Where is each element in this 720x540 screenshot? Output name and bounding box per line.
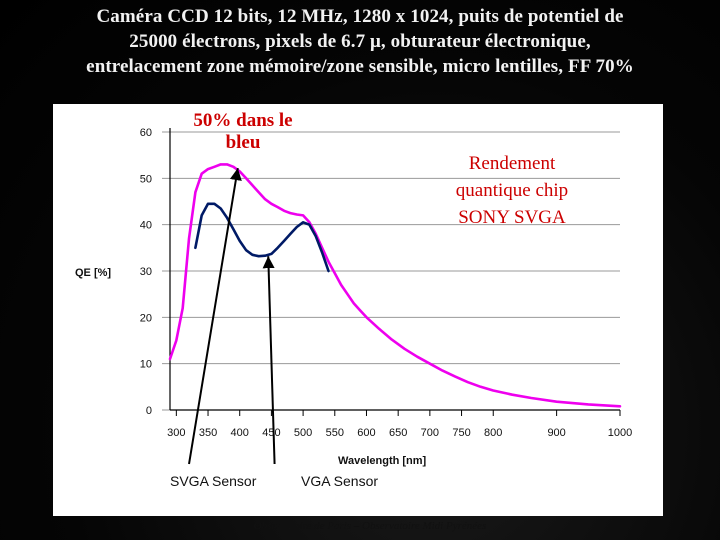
plot-panel: 0 10 20 30 40 50 60 300 350 400 450 500 550 600 650 700… xyxy=(53,104,663,516)
x-tick-label: 350 xyxy=(199,427,217,439)
footer-credit: Observatoire de Paris – Observatoire Mid… xyxy=(253,520,487,532)
y-tick-label: 30 xyxy=(140,266,152,278)
title-line-1: Caméra CCD 12 bits, 12 MHz, 1280 x 1024,… xyxy=(96,6,624,27)
x-axis-label: Wavelength [nm] xyxy=(338,455,427,467)
x-tick-label: 700 xyxy=(421,427,439,439)
title-line-2: 25000 électrons, pixels de 6.7 μ, obtura… xyxy=(129,31,591,52)
title-line-3: entrelacement zone mémoire/zone sensible… xyxy=(86,56,634,77)
y-tick-label: 10 xyxy=(140,359,152,371)
x-tick-label: 750 xyxy=(452,427,470,439)
qe-chart: 0 10 20 30 40 50 60 300 350 400 450 500 550 600 650 700… xyxy=(75,127,632,489)
vga-pointer-arrow xyxy=(262,256,276,465)
x-tick-label: 800 xyxy=(484,427,502,439)
x-tick-label: 300 xyxy=(167,427,185,439)
x-tick-label: 650 xyxy=(389,427,407,439)
y-tick-label: 20 xyxy=(140,312,152,324)
x-tick-label: 1000 xyxy=(608,427,632,439)
y-tick-label: 0 xyxy=(146,405,152,417)
blue-peak-annotation: 50% dans le bleu xyxy=(193,110,293,153)
slide-title: Caméra CCD 12 bits, 12 MHz, 1280 x 1024,… xyxy=(0,4,720,79)
x-tick-label: 500 xyxy=(294,427,312,439)
vga-sensor-label: VGA Sensor xyxy=(301,473,378,489)
y-tick-label: 40 xyxy=(140,220,152,232)
x-tick-label: 600 xyxy=(357,427,375,439)
y-axis-label: QE [%] xyxy=(75,267,111,279)
x-tick-label: 400 xyxy=(231,427,249,439)
x-tick-label: 900 xyxy=(547,427,565,439)
x-tick-label: 550 xyxy=(326,427,344,439)
x-tick-label: 450 xyxy=(262,427,280,439)
svga-pointer-arrow xyxy=(188,167,242,465)
y-tick-label: 50 xyxy=(140,173,152,185)
vga-sensor-line xyxy=(194,202,330,273)
svga-sensor-label: SVGA Sensor xyxy=(170,473,257,489)
y-tick-label: 60 xyxy=(140,127,152,139)
qe-annotation: Rendement quantique chip SONY SVGA xyxy=(455,153,569,228)
